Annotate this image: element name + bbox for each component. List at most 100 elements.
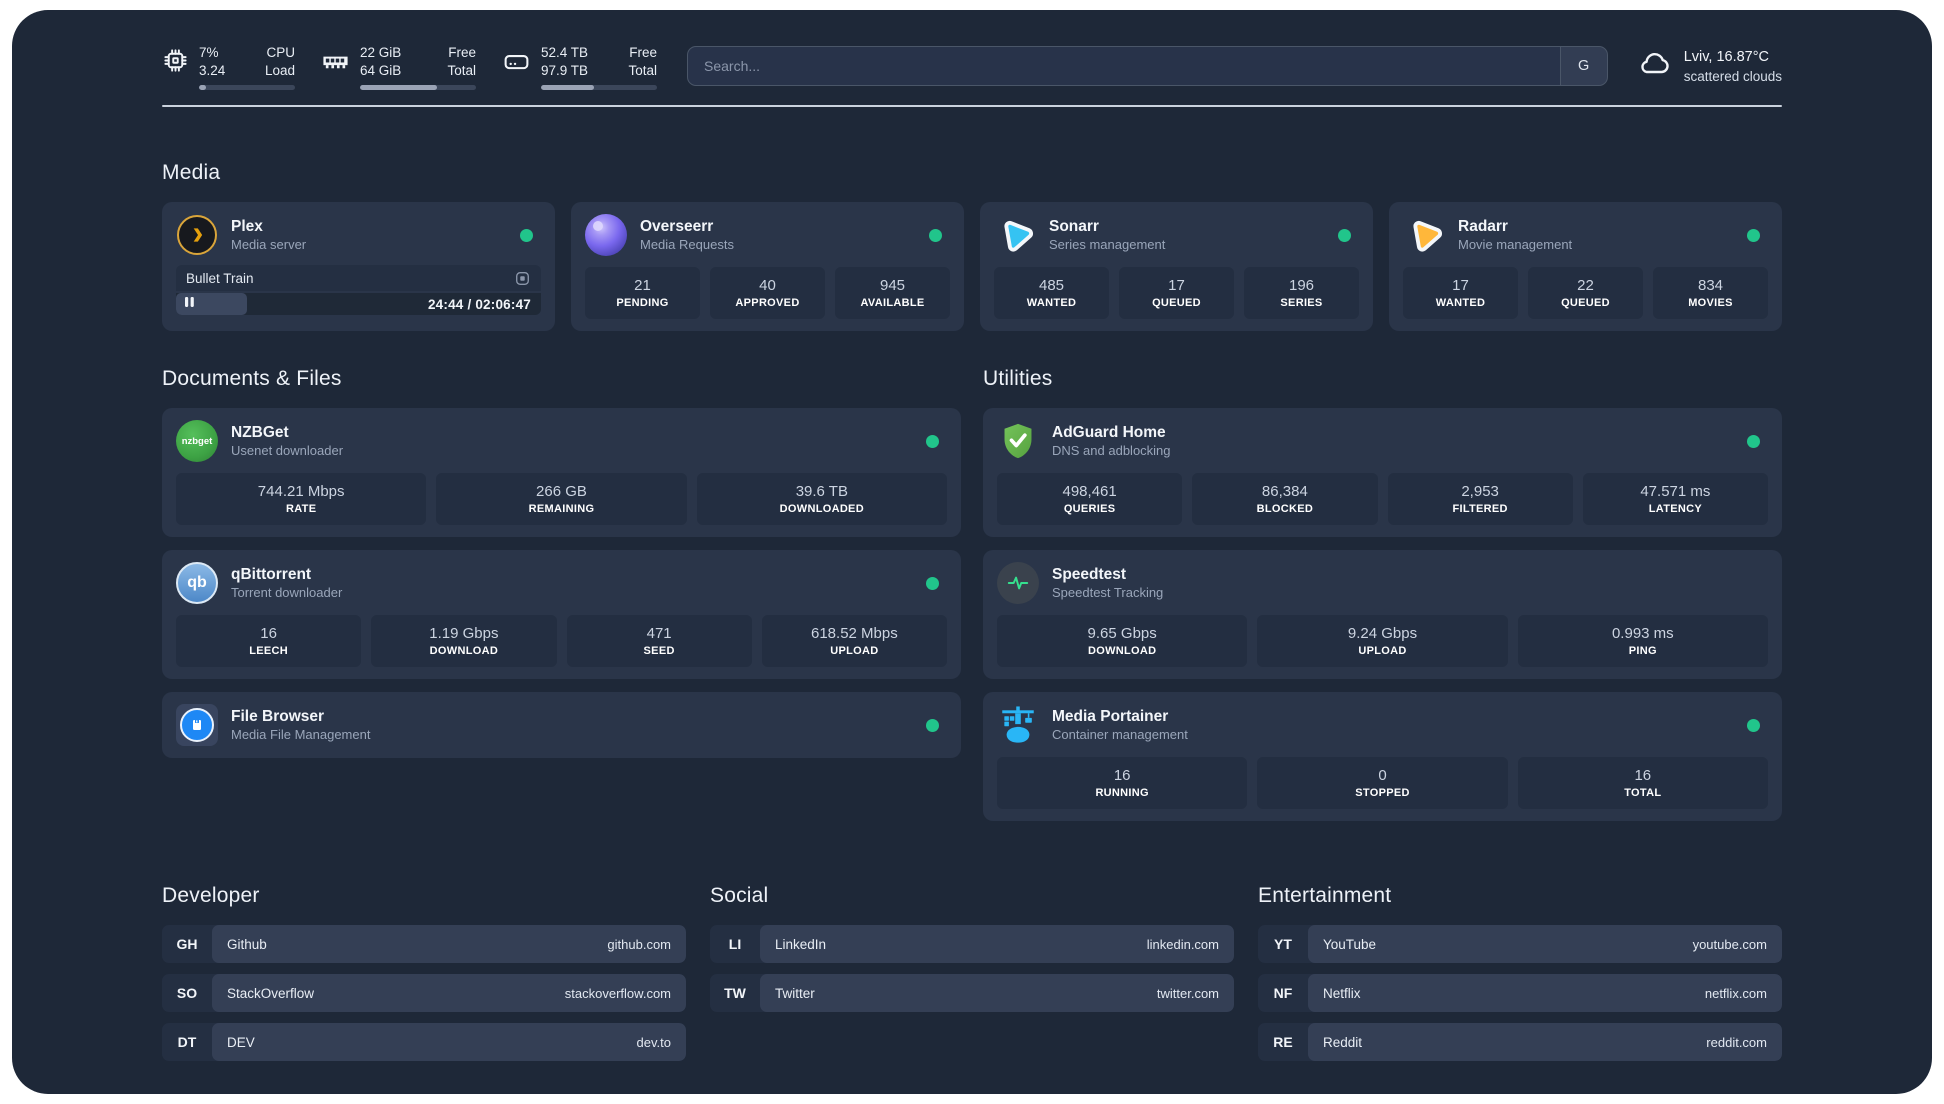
section-social: Social LI LinkedIn linkedin.com TW Twitt… <box>710 884 1234 1072</box>
status-indicator <box>926 434 939 448</box>
stat-value: 744.21 Mbps <box>257 483 345 501</box>
sonarr-card[interactable]: Sonarr Series management 485 WANTED 17 Q… <box>980 202 1373 332</box>
stat-upload: 618.52 Mbps UPLOAD <box>761 615 947 668</box>
stat-value: 86,384 <box>1261 483 1308 501</box>
stat-seed: 471 SEED <box>566 615 752 668</box>
bookmark-url: youtube.com <box>1692 936 1767 952</box>
bookmark-abbr: GH <box>176 936 198 953</box>
status-indicator <box>1747 434 1760 448</box>
cpu-icon <box>162 44 189 74</box>
overseerr-card[interactable]: Overseerr Media Requests 21 PENDING 40 A… <box>571 202 964 332</box>
stat-label: WANTED <box>1435 297 1486 310</box>
stat-queued: 22 QUEUED <box>1528 267 1643 320</box>
app-description: Media File Management <box>231 726 371 742</box>
app-description: Media Requests <box>640 236 734 252</box>
memory-widget: 22 GiB 64 GiB Free Total <box>321 44 476 91</box>
stat-label: SEED <box>643 645 675 658</box>
status-indicator <box>1747 718 1760 732</box>
stat-label: APPROVED <box>735 297 800 310</box>
qbittorrent-card[interactable]: qb qBittorrent Torrent downloader 16 LEE… <box>162 550 961 680</box>
bookmark-netflix[interactable]: NF Netflix netflix.com <box>1258 974 1782 1013</box>
app-name: Overseerr <box>640 218 714 236</box>
search-provider-button[interactable]: G <box>1559 47 1607 85</box>
plex-card[interactable]: Plex Media server Bullet Train <box>162 202 555 332</box>
stat-movies: 834 MOVIES <box>1653 267 1768 320</box>
memory-total: 64 GiB <box>360 63 402 79</box>
bookmark-stackoverflow[interactable]: SO StackOverflow stackoverflow.com <box>162 974 686 1013</box>
stat-value: 17 <box>1452 277 1469 295</box>
stat-value: 16 <box>1634 767 1652 785</box>
stat-label: QUEUED <box>1561 297 1610 310</box>
app-description: Usenet downloader <box>231 442 344 458</box>
stat-value: 39.6 TB <box>795 483 848 501</box>
cpu-load: 3.24 <box>199 63 226 79</box>
playback-time: 24:44 / 02:06:47 <box>427 296 531 312</box>
section-entertainment: Entertainment YT YouTube youtube.com NF … <box>1258 884 1782 1072</box>
radarr-card[interactable]: Radarr Movie management 17 WANTED 22 QUE… <box>1389 202 1782 332</box>
cpu-usage: 7% <box>199 45 219 60</box>
stat-label: BLOCKED <box>1256 503 1314 516</box>
memory-label-1: Free <box>448 45 476 60</box>
stat-label: AVAILABLE <box>860 297 925 310</box>
qbittorrent-icon: qb <box>176 562 218 605</box>
bookmark-youtube[interactable]: YT YouTube youtube.com <box>1258 925 1782 964</box>
bookmark-reddit[interactable]: RE Reddit reddit.com <box>1258 1023 1782 1062</box>
stat-upload: 9.24 Gbps UPLOAD <box>1257 615 1508 668</box>
app-description: Container management <box>1052 726 1188 742</box>
app-description: DNS and adblocking <box>1052 442 1171 458</box>
section-title-utilities: Utilities <box>983 367 1053 391</box>
bookmark-abbr: NF <box>1273 985 1293 1002</box>
stat-label: LATENCY <box>1648 503 1702 516</box>
stat-wanted: 17 WANTED <box>1403 267 1518 320</box>
filebrowser-card[interactable]: File Browser Media File Management <box>162 692 961 759</box>
now-playing-title: Bullet Train <box>186 270 254 286</box>
stat-value: 498,461 <box>1062 483 1117 501</box>
bookmark-twitter[interactable]: TW Twitter twitter.com <box>710 974 1234 1013</box>
stat-value: 47.571 ms <box>1640 483 1711 501</box>
playback-progress-bar[interactable]: 24:44 / 02:06:47 <box>176 293 541 316</box>
app-description: Movie management <box>1458 236 1573 252</box>
status-indicator <box>929 228 942 242</box>
section-title-entertainment: Entertainment <box>1258 884 1392 908</box>
search-bar[interactable]: G <box>687 46 1608 86</box>
stat-label: PENDING <box>616 297 669 310</box>
now-playing-screen-icon[interactable] <box>514 270 531 287</box>
stat-remaining: 266 GB REMAINING <box>436 473 687 526</box>
stat-label: UPLOAD <box>830 645 879 658</box>
bookmark-url: dev.to <box>636 1034 671 1050</box>
pause-icon[interactable] <box>184 295 195 313</box>
section-documents: Documents & Files nzbget NZBGet Usenet d… <box>162 367 961 834</box>
stat-series: 196 SERIES <box>1244 267 1359 320</box>
memory-label-2: Total <box>447 63 476 79</box>
cpu-widget: 7% 3.24 CPU Load <box>162 44 295 91</box>
stat-label: REMAINING <box>528 503 595 516</box>
search-input[interactable] <box>688 47 1560 85</box>
bookmark-abbr: RE <box>1273 1034 1293 1051</box>
weather-condition: scattered clouds <box>1683 68 1782 84</box>
app-description: Torrent downloader <box>231 584 343 600</box>
bookmark-dev[interactable]: DT DEV dev.to <box>162 1023 686 1062</box>
disk-free: 52.4 TB <box>541 45 589 60</box>
cpu-label-2: Load <box>264 63 295 79</box>
stat-value: 9.24 Gbps <box>1347 625 1418 643</box>
stat-ping: 0.993 ms PING <box>1517 615 1768 668</box>
bookmark-github[interactable]: GH Github github.com <box>162 925 686 964</box>
stat-label: DOWNLOAD <box>1087 645 1157 658</box>
portainer-icon <box>997 704 1039 746</box>
app-name: Plex <box>231 218 263 236</box>
bookmark-name: StackOverflow <box>227 985 315 1001</box>
stat-value: 266 GB <box>536 483 587 501</box>
bookmark-linkedin[interactable]: LI LinkedIn linkedin.com <box>710 925 1234 964</box>
stat-running: 16 RUNNING <box>997 757 1248 810</box>
app-name: Sonarr <box>1049 218 1099 236</box>
status-indicator <box>926 576 939 590</box>
adguard-card[interactable]: AdGuard Home DNS and adblocking 498,461 … <box>983 408 1782 538</box>
bookmark-url: github.com <box>607 936 671 952</box>
portainer-card[interactable]: Media Portainer Container management 16 … <box>983 692 1782 822</box>
weather-widget[interactable]: Lviv, 16.87°C scattered clouds <box>1636 45 1782 86</box>
speedtest-card[interactable]: Speedtest Speedtest Tracking 9.65 Gbps D… <box>983 550 1782 680</box>
sonarr-icon <box>994 214 1036 256</box>
app-name: Radarr <box>1458 218 1508 236</box>
nzbget-card[interactable]: nzbget NZBGet Usenet downloader 744.21 M… <box>162 408 961 538</box>
bookmark-url: reddit.com <box>1706 1034 1767 1050</box>
